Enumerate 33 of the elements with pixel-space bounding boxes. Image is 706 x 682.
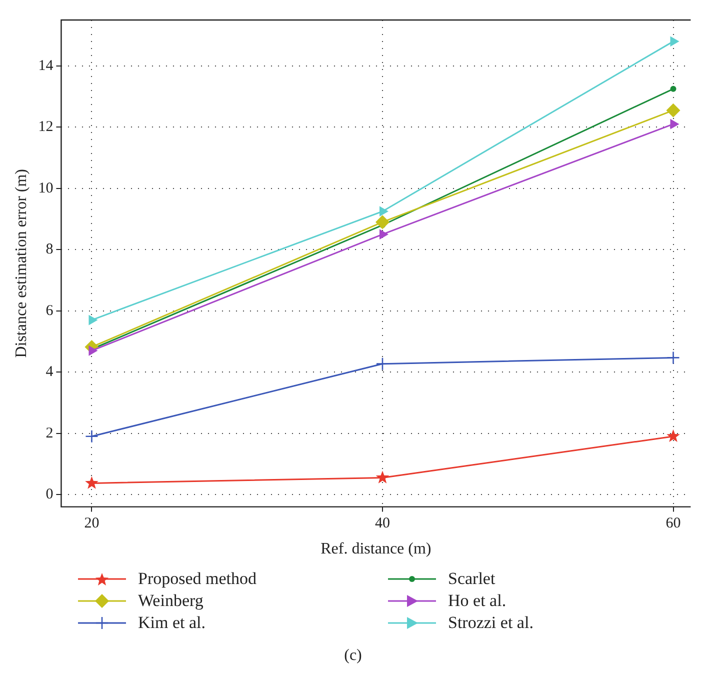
y-tick-label: 2 <box>46 425 54 442</box>
legend-label: Weinberg <box>138 591 204 611</box>
point <box>85 430 98 444</box>
point <box>375 215 390 230</box>
y-tick-label: 0 <box>46 486 54 502</box>
x-tick-label: 40 <box>374 516 390 532</box>
y-tick-label: 8 <box>46 242 54 258</box>
text: (c) <box>343 647 363 665</box>
y-tick-label: 6 <box>46 302 54 319</box>
y-tick-label: 14 <box>38 58 54 74</box>
legend-label: Ho et al. <box>448 591 506 611</box>
point <box>670 36 680 47</box>
point <box>666 103 680 118</box>
y-tick-label: 12 <box>38 119 54 136</box>
y-axis-title: Distance estimation error (m) <box>12 168 30 358</box>
point <box>670 86 676 92</box>
legend-label: Strozzi et al. <box>448 613 534 633</box>
x-tick-label: 60 <box>666 516 681 532</box>
legend-label: Kim et al. <box>138 613 206 633</box>
point <box>666 429 680 442</box>
point <box>376 470 390 484</box>
point <box>670 118 680 130</box>
legend-label: Proposed method <box>138 569 257 589</box>
point <box>666 351 680 364</box>
x-tick-label: 20 <box>84 516 100 532</box>
legend-label: Scarlet <box>448 569 496 589</box>
point <box>379 206 388 217</box>
x-axis-title: Ref. distance (m) <box>320 540 432 558</box>
y-tick-label: 4 <box>46 364 54 380</box>
y-tick-label: 10 <box>38 180 54 196</box>
point <box>88 314 98 326</box>
point <box>85 476 98 489</box>
point <box>379 229 388 240</box>
